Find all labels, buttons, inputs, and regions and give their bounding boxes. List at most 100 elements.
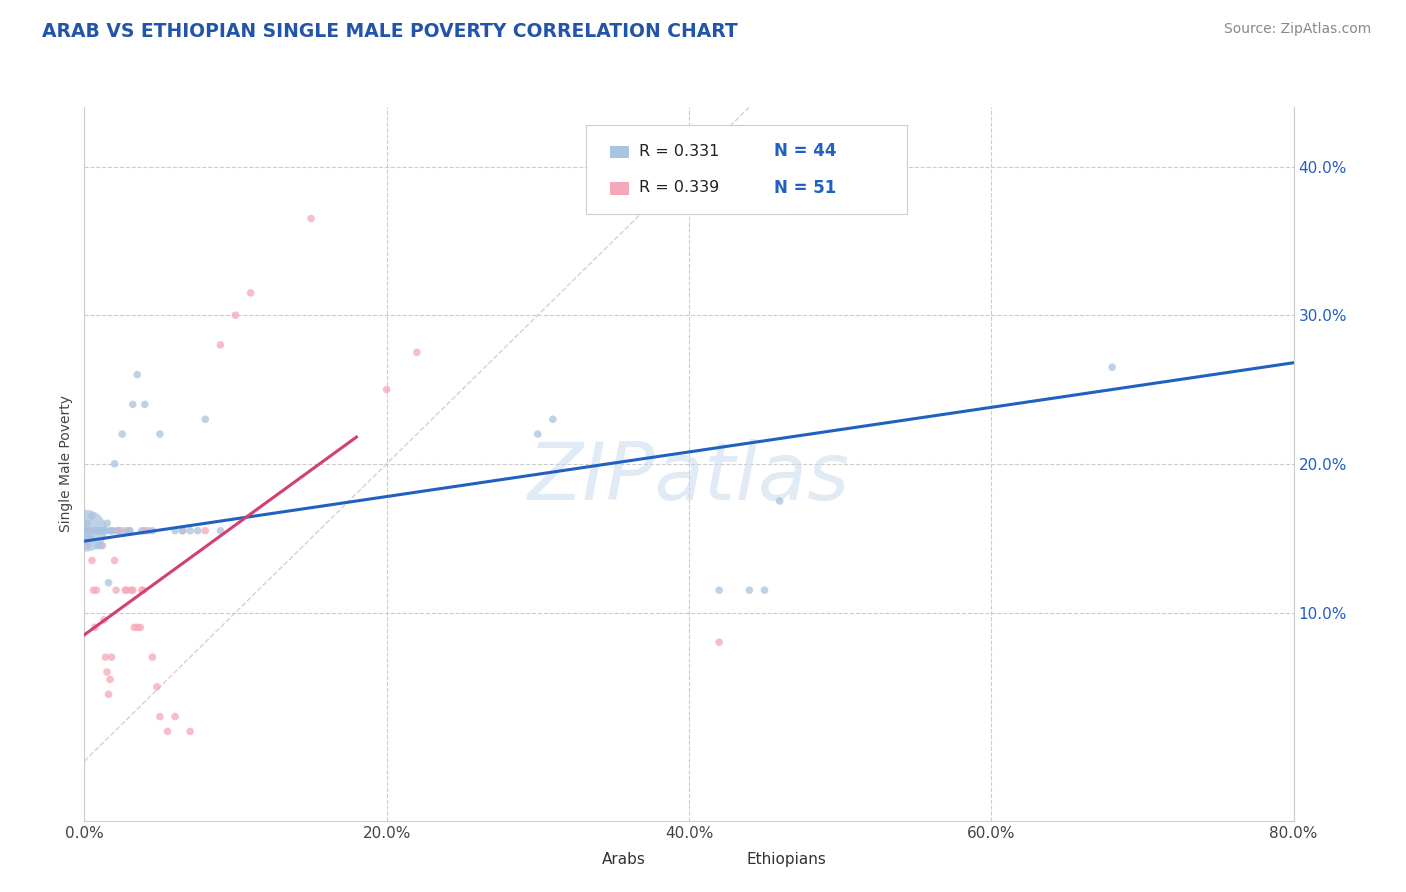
Point [89,524,111,538]
Point [108,524,131,538]
Point [149,709,172,723]
Point [156,724,179,739]
Point [98,673,121,687]
Point [769,494,792,508]
Point [76,539,98,553]
Point [163,524,186,538]
Point [129,620,152,634]
Point [91,539,114,553]
Point [118,524,141,538]
Point [141,524,163,538]
Point [107,524,129,538]
Point [100,650,122,665]
Point [239,285,262,300]
Point [87,539,110,553]
Point [111,524,134,538]
Point [93,524,115,538]
Point [94,524,117,538]
Point [104,553,127,567]
Point [97,575,120,590]
Point [80,553,103,567]
Point [194,412,217,426]
Text: ARAB VS ETHIOPIAN SINGLE MALE POVERTY CORRELATION CHART: ARAB VS ETHIOPIAN SINGLE MALE POVERTY CO… [42,22,738,41]
Point [84,524,107,538]
Point [187,524,209,538]
Point [179,724,201,739]
Point [101,524,124,538]
Point [163,709,186,723]
Point [100,524,122,538]
Point [75,524,97,538]
Text: ZIPatlas: ZIPatlas [527,439,851,517]
Point [97,687,120,701]
Point [194,524,217,538]
Point [122,620,145,634]
Point [76,516,98,531]
FancyBboxPatch shape [568,851,595,867]
Point [114,583,136,598]
Point [375,383,398,397]
Point [111,427,134,442]
Point [299,211,322,226]
Point [131,524,153,538]
Point [94,650,117,665]
Point [225,308,247,322]
Point [77,531,100,545]
Point [79,531,101,545]
FancyBboxPatch shape [586,125,907,214]
Point [80,508,103,523]
FancyBboxPatch shape [610,145,628,159]
Point [104,457,127,471]
Point [86,583,108,598]
Text: N = 44: N = 44 [773,143,837,161]
Point [172,524,194,538]
FancyBboxPatch shape [713,851,740,867]
Point [89,524,111,538]
Point [406,345,429,359]
Point [75,524,97,538]
Point [98,524,121,538]
Point [172,524,194,538]
Point [709,583,731,598]
Point [90,524,112,538]
Point [120,583,142,598]
Point [209,524,232,538]
Point [96,665,118,679]
Point [209,338,232,352]
Point [541,412,564,426]
Point [131,583,153,598]
Point [82,524,104,538]
Point [121,397,143,411]
Point [75,524,97,538]
Point [132,583,155,598]
Y-axis label: Single Male Poverty: Single Male Poverty [59,395,73,533]
Point [179,524,201,538]
Point [526,427,548,442]
Point [75,524,97,538]
Text: Arabs: Arabs [602,852,645,867]
Point [82,583,104,598]
Point [121,583,143,598]
Point [86,524,108,538]
Point [115,583,138,598]
Point [754,583,776,598]
Point [738,583,761,598]
Point [136,524,159,538]
Point [96,516,118,531]
Point [93,613,115,627]
Point [84,620,107,634]
Text: Ethiopians: Ethiopians [747,852,827,867]
Point [141,650,163,665]
Text: R = 0.331: R = 0.331 [638,144,718,159]
Point [709,635,731,649]
Text: N = 51: N = 51 [773,178,835,196]
Text: R = 0.339: R = 0.339 [638,180,718,195]
Point [127,368,149,382]
Point [115,524,138,538]
FancyBboxPatch shape [610,182,628,194]
Point [146,680,169,694]
Point [105,583,128,598]
Point [77,524,100,538]
Point [90,539,112,553]
Point [118,524,141,538]
